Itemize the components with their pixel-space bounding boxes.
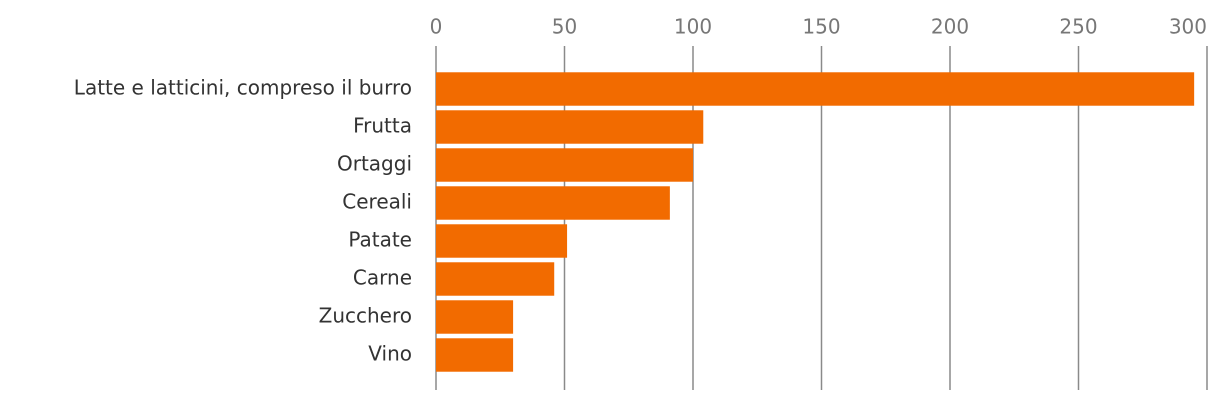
- y-tick-label: Frutta: [353, 114, 412, 138]
- bar: [436, 186, 670, 220]
- bar: [436, 224, 568, 258]
- x-tick-label: 200: [931, 15, 969, 39]
- bar: [436, 148, 693, 182]
- y-tick-label: Carne: [353, 266, 412, 290]
- bar: [436, 338, 514, 372]
- y-tick-label: Vino: [368, 342, 412, 366]
- bar: [436, 300, 514, 334]
- bar: [436, 110, 704, 144]
- y-tick-label: Cereali: [342, 190, 412, 214]
- x-tick-label: 50: [552, 15, 577, 39]
- x-tick-label: 300: [1169, 15, 1207, 39]
- y-tick-label: Zucchero: [319, 304, 412, 328]
- bar: [436, 262, 555, 296]
- y-tick-label: Patate: [348, 228, 412, 252]
- x-tick-label: 250: [1059, 15, 1097, 39]
- x-tick-label: 0: [430, 15, 443, 39]
- x-tick-label: 100: [674, 15, 712, 39]
- y-tick-label: Latte e latticini, compreso il burro: [74, 76, 412, 100]
- x-tick-label: 150: [802, 15, 840, 39]
- y-tick-label: Ortaggi: [337, 152, 412, 176]
- bar: [436, 72, 1195, 106]
